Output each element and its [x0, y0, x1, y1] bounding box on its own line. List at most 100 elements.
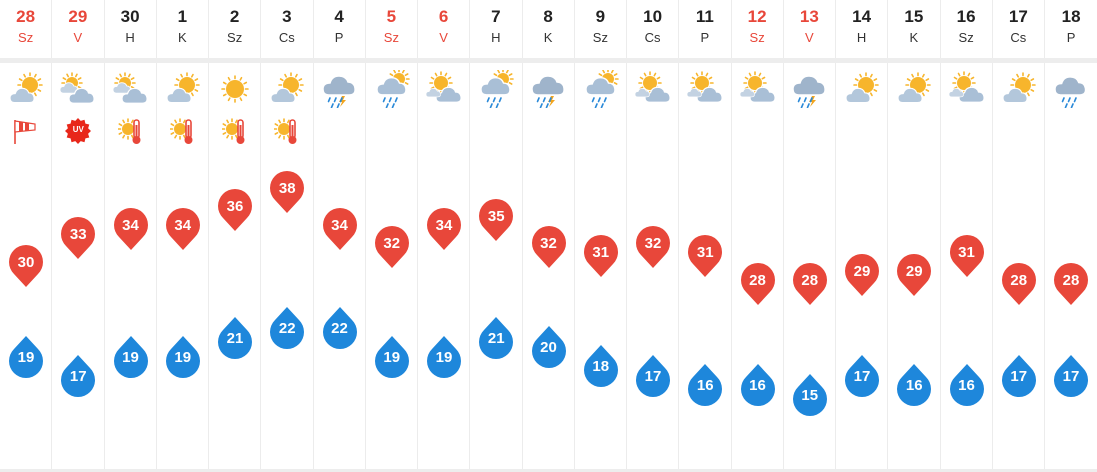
day-column[interactable]: 11 P 31 16 — [679, 0, 732, 472]
day-column[interactable]: 10 Cs 32 17 — [627, 0, 680, 472]
min-temp-drop[interactable]: 19 — [8, 335, 44, 379]
partly-sunny-icon — [842, 70, 882, 108]
min-temp-drop[interactable]: 22 — [322, 306, 358, 350]
uv-warning-icon[interactable]: UV — [65, 116, 92, 146]
date-header[interactable]: 3 Cs — [261, 0, 312, 58]
date-header[interactable]: 9 Sz — [575, 0, 626, 58]
max-temp-pin[interactable]: 34 — [322, 207, 358, 251]
min-temp-drop[interactable]: 21 — [217, 316, 253, 360]
day-column[interactable]: 5 Sz 32 19 — [366, 0, 418, 472]
min-temp-drop[interactable]: 21 — [478, 316, 514, 360]
date-header[interactable]: 15 K — [888, 0, 939, 58]
min-temp-drop[interactable]: 19 — [165, 335, 201, 379]
date-header[interactable]: 14 H — [836, 0, 887, 58]
day-column[interactable]: 2 Sz 36 21 — [209, 0, 262, 472]
day-column[interactable]: 3 Cs 38 22 — [261, 0, 314, 472]
weekday-label: Sz — [18, 30, 34, 45]
min-temp-drop[interactable]: 15 — [792, 373, 828, 417]
max-temp-pin[interactable]: 30 — [8, 244, 44, 288]
min-temp-drop[interactable]: 22 — [269, 306, 305, 350]
min-temp-drop[interactable]: 16 — [896, 363, 932, 407]
min-temp-drop[interactable]: 17 — [844, 354, 880, 398]
heat-warning-icon[interactable] — [221, 116, 248, 146]
max-temp-pin[interactable]: 34 — [113, 207, 149, 251]
day-column[interactable]: 16 Sz 31 16 — [941, 0, 993, 472]
day-column[interactable]: 12 Sz 28 16 — [732, 0, 784, 472]
day-column[interactable]: 18 P 28 17 — [1045, 0, 1097, 472]
max-temp-pin[interactable]: 34 — [426, 207, 462, 251]
max-temp-pin[interactable]: 32 — [374, 225, 410, 269]
max-temp-pin[interactable]: 31 — [687, 234, 723, 278]
max-temp-pin[interactable]: 35 — [478, 198, 514, 242]
min-temp-drop[interactable]: 16 — [949, 363, 985, 407]
min-temp-drop[interactable]: 19 — [374, 335, 410, 379]
min-temp-drop[interactable]: 16 — [687, 363, 723, 407]
heat-warning-icon[interactable] — [116, 116, 144, 146]
max-temp-pin[interactable]: 28 — [1053, 262, 1089, 306]
weekday-label: K — [178, 30, 187, 45]
max-temp-value: 34 — [331, 217, 348, 234]
max-temp-pin[interactable]: 28 — [792, 262, 828, 306]
min-temp-value: 21 — [487, 330, 505, 347]
windsock-icon[interactable] — [13, 116, 39, 146]
max-temp-pin[interactable]: 31 — [949, 234, 985, 278]
min-temp-drop[interactable]: 17 — [1053, 354, 1089, 398]
date-header[interactable]: 30 H — [105, 0, 156, 58]
min-temp-drop[interactable]: 16 — [740, 363, 776, 407]
date-header[interactable]: 2 Sz — [209, 0, 260, 58]
min-temp-drop[interactable]: 19 — [426, 335, 462, 379]
day-column[interactable]: 17 Cs 28 17 — [993, 0, 1045, 472]
date-header[interactable]: 11 P — [679, 0, 730, 58]
partly-cloudy-icon — [685, 70, 725, 108]
max-temp-pin[interactable]: 32 — [635, 225, 671, 269]
day-column[interactable]: 30 H 34 19 — [105, 0, 157, 472]
date-header[interactable]: 12 Sz — [732, 0, 783, 58]
day-column[interactable]: 28 Sz 30 19 — [0, 0, 53, 472]
min-temp-drop[interactable]: 20 — [531, 325, 567, 369]
max-temp-value: 32 — [383, 235, 401, 252]
max-temp-pin[interactable]: 28 — [740, 262, 776, 306]
date-header[interactable]: 29 V — [52, 0, 103, 58]
date-header[interactable]: 5 Sz — [366, 0, 417, 58]
max-temp-pin[interactable]: 33 — [60, 216, 96, 260]
day-column[interactable]: 15 K 29 16 — [888, 0, 941, 472]
heat-warning-icon[interactable] — [168, 116, 196, 146]
min-temp-drop[interactable]: 18 — [583, 344, 619, 388]
min-temp-drop[interactable]: 17 — [635, 354, 671, 398]
max-temp-pin[interactable]: 31 — [583, 234, 619, 278]
max-temp-pin[interactable]: 38 — [269, 170, 305, 214]
min-temp-drop[interactable]: 19 — [113, 335, 149, 379]
date-header[interactable]: 10 Cs — [627, 0, 678, 58]
max-temp-pin[interactable]: 34 — [165, 207, 201, 251]
day-column[interactable]: 13 V 28 15 — [784, 0, 836, 472]
date-header[interactable]: 18 P — [1045, 0, 1097, 58]
min-temp-drop[interactable]: 17 — [1001, 354, 1037, 398]
day-column[interactable]: 9 Sz 31 18 — [575, 0, 627, 472]
day-column[interactable]: 29 V UV 33 17 — [52, 0, 105, 472]
date-header[interactable]: 16 Sz — [941, 0, 992, 58]
max-temp-value: 31 — [958, 244, 975, 261]
min-temp-drop[interactable]: 17 — [60, 354, 96, 398]
max-temp-pin[interactable]: 28 — [1001, 262, 1037, 306]
heat-warning-icon[interactable] — [273, 116, 300, 146]
date-header[interactable]: 17 Cs — [993, 0, 1044, 58]
max-temp-value: 33 — [69, 226, 87, 243]
max-temp-pin[interactable]: 36 — [217, 188, 253, 232]
day-column[interactable]: 14 H 29 17 — [836, 0, 889, 472]
date-header[interactable]: 28 Sz — [0, 0, 51, 58]
day-number: 9 — [595, 7, 606, 26]
max-temp-pin[interactable]: 32 — [531, 225, 567, 269]
max-temp-pin[interactable]: 29 — [844, 253, 880, 297]
date-header[interactable]: 13 V — [784, 0, 835, 58]
max-temp-pin[interactable]: 29 — [896, 253, 932, 297]
